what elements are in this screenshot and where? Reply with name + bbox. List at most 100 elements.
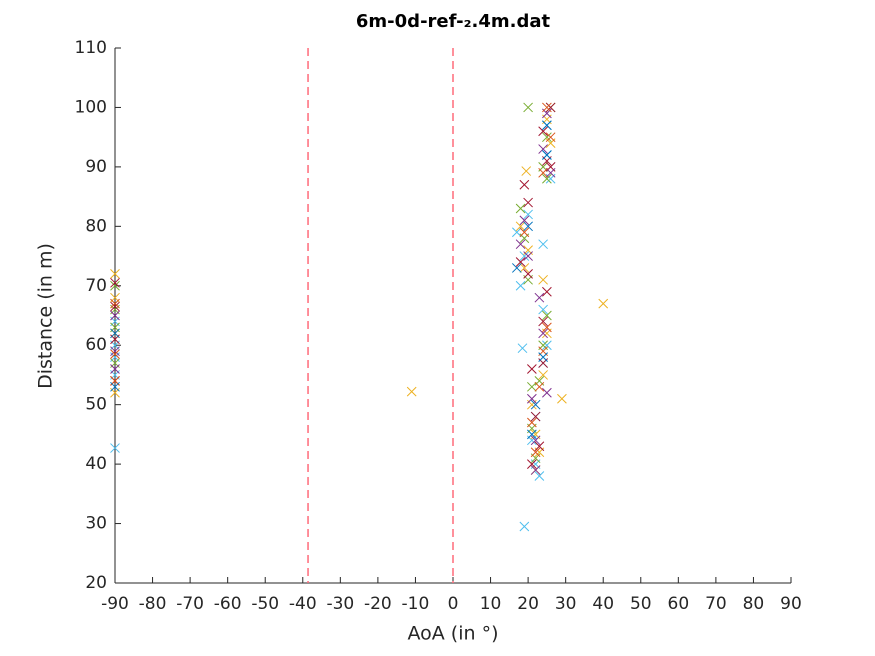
- data-point: [110, 301, 120, 312]
- data-point: [110, 269, 120, 279]
- x-tick-label: 80: [743, 594, 765, 614]
- data-point: [530, 465, 541, 475]
- data-point: [515, 257, 526, 267]
- x-tick-label: -50: [251, 594, 279, 614]
- y-tick-label: 60: [85, 335, 107, 355]
- data-point: [515, 221, 526, 232]
- data-point: [542, 322, 552, 333]
- data-point: [545, 102, 556, 113]
- data-point: [519, 227, 530, 238]
- data-point: [538, 328, 548, 339]
- data-point: [110, 364, 120, 374]
- data-point: [521, 166, 532, 176]
- data-point: [519, 263, 530, 273]
- data-point: [527, 393, 537, 404]
- y-axis-label: Distance (in m): [35, 243, 57, 389]
- y-tick-label: 110: [75, 38, 107, 58]
- data-point: [110, 443, 120, 453]
- data-point: [534, 471, 545, 481]
- data-point: [523, 269, 533, 279]
- data-point: [538, 352, 548, 362]
- data-point: [538, 239, 548, 250]
- data-point: [542, 387, 552, 398]
- y-tick-label: 50: [85, 395, 107, 415]
- data-point: [598, 298, 609, 309]
- data-point: [527, 429, 537, 440]
- data-point: [110, 346, 120, 357]
- data-point: [110, 381, 120, 392]
- data-point: [515, 203, 526, 214]
- data-point: [542, 310, 552, 321]
- data-point: [523, 209, 533, 220]
- data-point: [527, 459, 537, 469]
- y-tick-label: 20: [85, 573, 107, 593]
- x-tick-label: -60: [214, 594, 242, 614]
- data-point: [545, 132, 556, 143]
- data-point: [530, 399, 541, 410]
- chart-title: 6m-0d-ref-₂.4m.dat: [356, 11, 551, 32]
- data-point: [110, 298, 120, 309]
- data-point: [542, 132, 552, 143]
- data-point: [542, 286, 552, 297]
- data-point: [538, 126, 548, 137]
- y-tick-label: 90: [85, 157, 107, 177]
- data-point: [527, 381, 537, 392]
- data-point: [515, 280, 526, 291]
- data-point: [530, 447, 541, 458]
- data-point: [538, 370, 548, 380]
- data-point: [519, 179, 530, 190]
- data-point: [530, 435, 541, 446]
- y-tick-label: 30: [85, 514, 107, 534]
- data-point: [530, 411, 541, 422]
- x-tick-label: 20: [517, 594, 539, 614]
- y-tick-label: 70: [85, 276, 107, 296]
- x-tick-label: 40: [592, 594, 614, 614]
- x-tick-label: -30: [326, 594, 354, 614]
- x-tick-label: -10: [402, 594, 430, 614]
- x-tick-label: -70: [176, 594, 204, 614]
- x-axis-label: AoA (in °): [407, 623, 498, 645]
- data-point: [519, 215, 530, 226]
- data-point: [511, 227, 522, 238]
- data-point: [538, 144, 548, 154]
- data-point: [110, 328, 120, 339]
- data-point: [542, 102, 552, 113]
- x-tick-label: 0: [448, 594, 459, 614]
- x-tick-label: -80: [139, 594, 167, 614]
- data-point: [542, 150, 552, 160]
- x-tick-label: 90: [780, 594, 802, 614]
- x-tick-label: 60: [668, 594, 690, 614]
- data-point: [110, 277, 120, 288]
- data-point: [517, 343, 528, 354]
- x-tick-label: -20: [364, 594, 392, 614]
- x-tick-label: -40: [289, 594, 317, 614]
- data-point: [110, 280, 120, 291]
- x-tick-label: -90: [101, 594, 129, 614]
- x-tick-label: 50: [630, 594, 652, 614]
- data-point: [110, 310, 120, 321]
- data-point: [110, 349, 120, 359]
- y-tick-label: 40: [85, 454, 107, 474]
- data-point: [538, 316, 548, 327]
- data-point: [527, 364, 537, 374]
- y-tick-label: 80: [85, 216, 107, 236]
- data-point: [534, 292, 545, 303]
- data-point: [527, 417, 537, 428]
- data-point: [523, 221, 533, 232]
- data-point: [545, 167, 556, 178]
- data-point: [557, 393, 567, 404]
- data-point: [519, 521, 530, 532]
- data-point: [534, 381, 545, 392]
- data-point: [523, 102, 533, 113]
- data-point: [542, 173, 552, 184]
- data-point: [511, 263, 522, 273]
- data-point: [538, 167, 548, 178]
- data-point: [406, 386, 417, 397]
- x-tick-label: 30: [555, 594, 577, 614]
- x-tick-label: 10: [480, 594, 502, 614]
- data-point: [534, 441, 545, 452]
- y-tick-label: 100: [75, 97, 107, 117]
- data-point: [542, 340, 552, 351]
- data-point: [538, 304, 548, 315]
